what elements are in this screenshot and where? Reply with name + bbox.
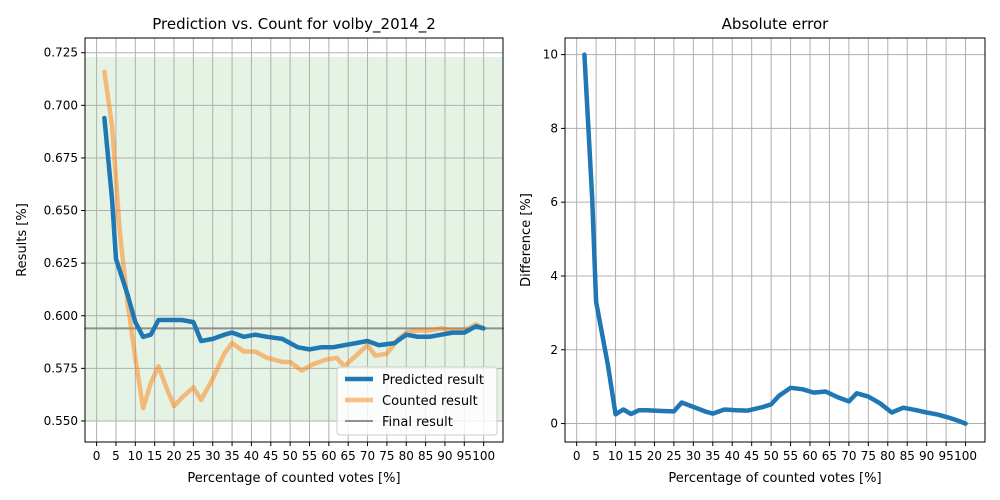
left-y-tick-label: 0.725 — [44, 46, 78, 60]
left-y-tick-label: 0.575 — [44, 361, 78, 375]
left-chart-title: Prediction vs. Count for volby_2014_2 — [152, 15, 436, 34]
left-x-tick-label: 10 — [128, 449, 143, 463]
left-x-tick-label: 15 — [147, 449, 162, 463]
right-x-tick-label: 0 — [573, 449, 581, 463]
right-x-tick-label: 30 — [686, 449, 701, 463]
left-x-tick-label: 5 — [112, 449, 120, 463]
left-y-tick-label: 0.550 — [44, 414, 78, 428]
right-x-ticks: 0 5 10 15 20 25 30 35 40 45 50 55 60 65 70 75 80 85 90 95 10… — [573, 442, 977, 463]
right-x-tick-label: 20 — [647, 449, 662, 463]
right-plot-area — [565, 38, 985, 442]
right-y-ticks: 0 2 4 6 8 10 — [543, 48, 565, 431]
left-x-tick-label: 40 — [244, 449, 259, 463]
right-series — [582, 52, 968, 426]
right-x-tick-label: 5 — [592, 449, 600, 463]
right-x-tick-label: 100 — [954, 449, 977, 463]
right-x-axis-label: Percentage of counted votes [%] — [668, 471, 881, 486]
left-x-tick-label: 50 — [282, 449, 297, 463]
left-x-tick-label: 80 — [399, 449, 414, 463]
left-x-axis-label: Percentage of counted votes [%] — [187, 471, 400, 486]
right-x-tick-label: 10 — [608, 449, 623, 463]
right-y-axis-label: Difference [%] — [519, 193, 534, 287]
left-x-tick-label: 65 — [341, 449, 356, 463]
right-x-tick-label: 25 — [666, 449, 681, 463]
left-x-tick-label: 45 — [263, 449, 278, 463]
right-x-tick-label: 45 — [744, 449, 759, 463]
right-x-tick-label: 75 — [861, 449, 876, 463]
left-y-tick-label: 0.700 — [44, 98, 78, 112]
left-x-tick-label: 70 — [360, 449, 375, 463]
left-x-tick-label: 20 — [166, 449, 181, 463]
right-x-tick-label: 60 — [802, 449, 817, 463]
right-grid — [565, 38, 985, 442]
right-x-tick-label: 70 — [841, 449, 856, 463]
absolute-error-line — [582, 52, 968, 426]
right-x-tick-label: 15 — [627, 449, 642, 463]
left-axes-border — [84, 37, 504, 443]
counted-result-line — [102, 69, 486, 411]
right-x-tick-label: 85 — [900, 449, 915, 463]
absolute-error-panel: 0 5 10 15 20 25 30 35 40 45 50 55 60 65 70 75 80 85 90 95 10… — [519, 15, 986, 486]
left-y-tick-label: 0.625 — [44, 256, 78, 270]
right-axes-border — [564, 37, 986, 443]
right-x-tick-label: 90 — [919, 449, 934, 463]
left-axes-frame — [84, 37, 504, 443]
left-x-tick-label: 0 — [93, 449, 101, 463]
left-x-ticks: 0 5 10 15 20 25 30 35 40 45 50 55 60 65 70 75 80 85 90 95 10… — [93, 442, 495, 463]
left-y-tick-label: 0.600 — [44, 309, 78, 323]
right-x-tick-label: 35 — [705, 449, 720, 463]
right-plot-background — [565, 38, 985, 442]
left-y-ticks: 0.550 0.575 0.600 0.625 0.650 0.675 0.700 0.725 — [44, 46, 85, 428]
right-y-tick-label: 6 — [550, 195, 558, 209]
right-y-tick-label: 8 — [550, 121, 558, 135]
left-x-tick-label: 90 — [437, 449, 452, 463]
left-x-tick-label: 85 — [418, 449, 433, 463]
prediction-vs-count-panel: 0 5 10 15 20 25 30 35 40 45 50 55 60 65 70 75 80 85 90 95 10… — [15, 15, 504, 486]
left-x-tick-label: 55 — [302, 449, 317, 463]
legend-label-predicted: Predicted result — [382, 373, 484, 388]
right-y-tick-label: 4 — [550, 269, 558, 283]
right-x-tick-label: 65 — [822, 449, 837, 463]
right-axes-frame — [564, 37, 986, 443]
left-y-axis-label: Results [%] — [15, 203, 30, 277]
legend-label-counted: Counted result — [382, 394, 478, 409]
left-x-tick-label: 75 — [379, 449, 394, 463]
right-x-tick-label: 55 — [783, 449, 798, 463]
right-x-tick-label: 50 — [763, 449, 778, 463]
legend-box — [336, 366, 498, 436]
left-series — [84, 69, 504, 411]
legend-label-final: Final result — [382, 415, 453, 430]
left-x-tick-label: 100 — [472, 449, 495, 463]
right-y-tick-label: 0 — [550, 417, 558, 431]
legend: Predicted result Counted result Final re… — [336, 366, 498, 436]
left-y-tick-label: 0.675 — [44, 151, 78, 165]
left-x-tick-label: 35 — [224, 449, 239, 463]
right-x-tick-label: 40 — [725, 449, 740, 463]
left-x-tick-label: 30 — [205, 449, 220, 463]
right-y-tick-label: 2 — [550, 343, 558, 357]
left-y-tick-label: 0.650 — [44, 204, 78, 218]
right-y-tick-label: 10 — [543, 48, 558, 62]
left-x-tick-label: 95 — [457, 449, 472, 463]
right-x-tick-label: 95 — [938, 449, 953, 463]
right-chart-title: Absolute error — [722, 15, 829, 33]
left-x-tick-label: 25 — [186, 449, 201, 463]
predicted-result-line — [102, 115, 486, 352]
left-x-tick-label: 60 — [321, 449, 336, 463]
right-x-tick-label: 80 — [880, 449, 895, 463]
